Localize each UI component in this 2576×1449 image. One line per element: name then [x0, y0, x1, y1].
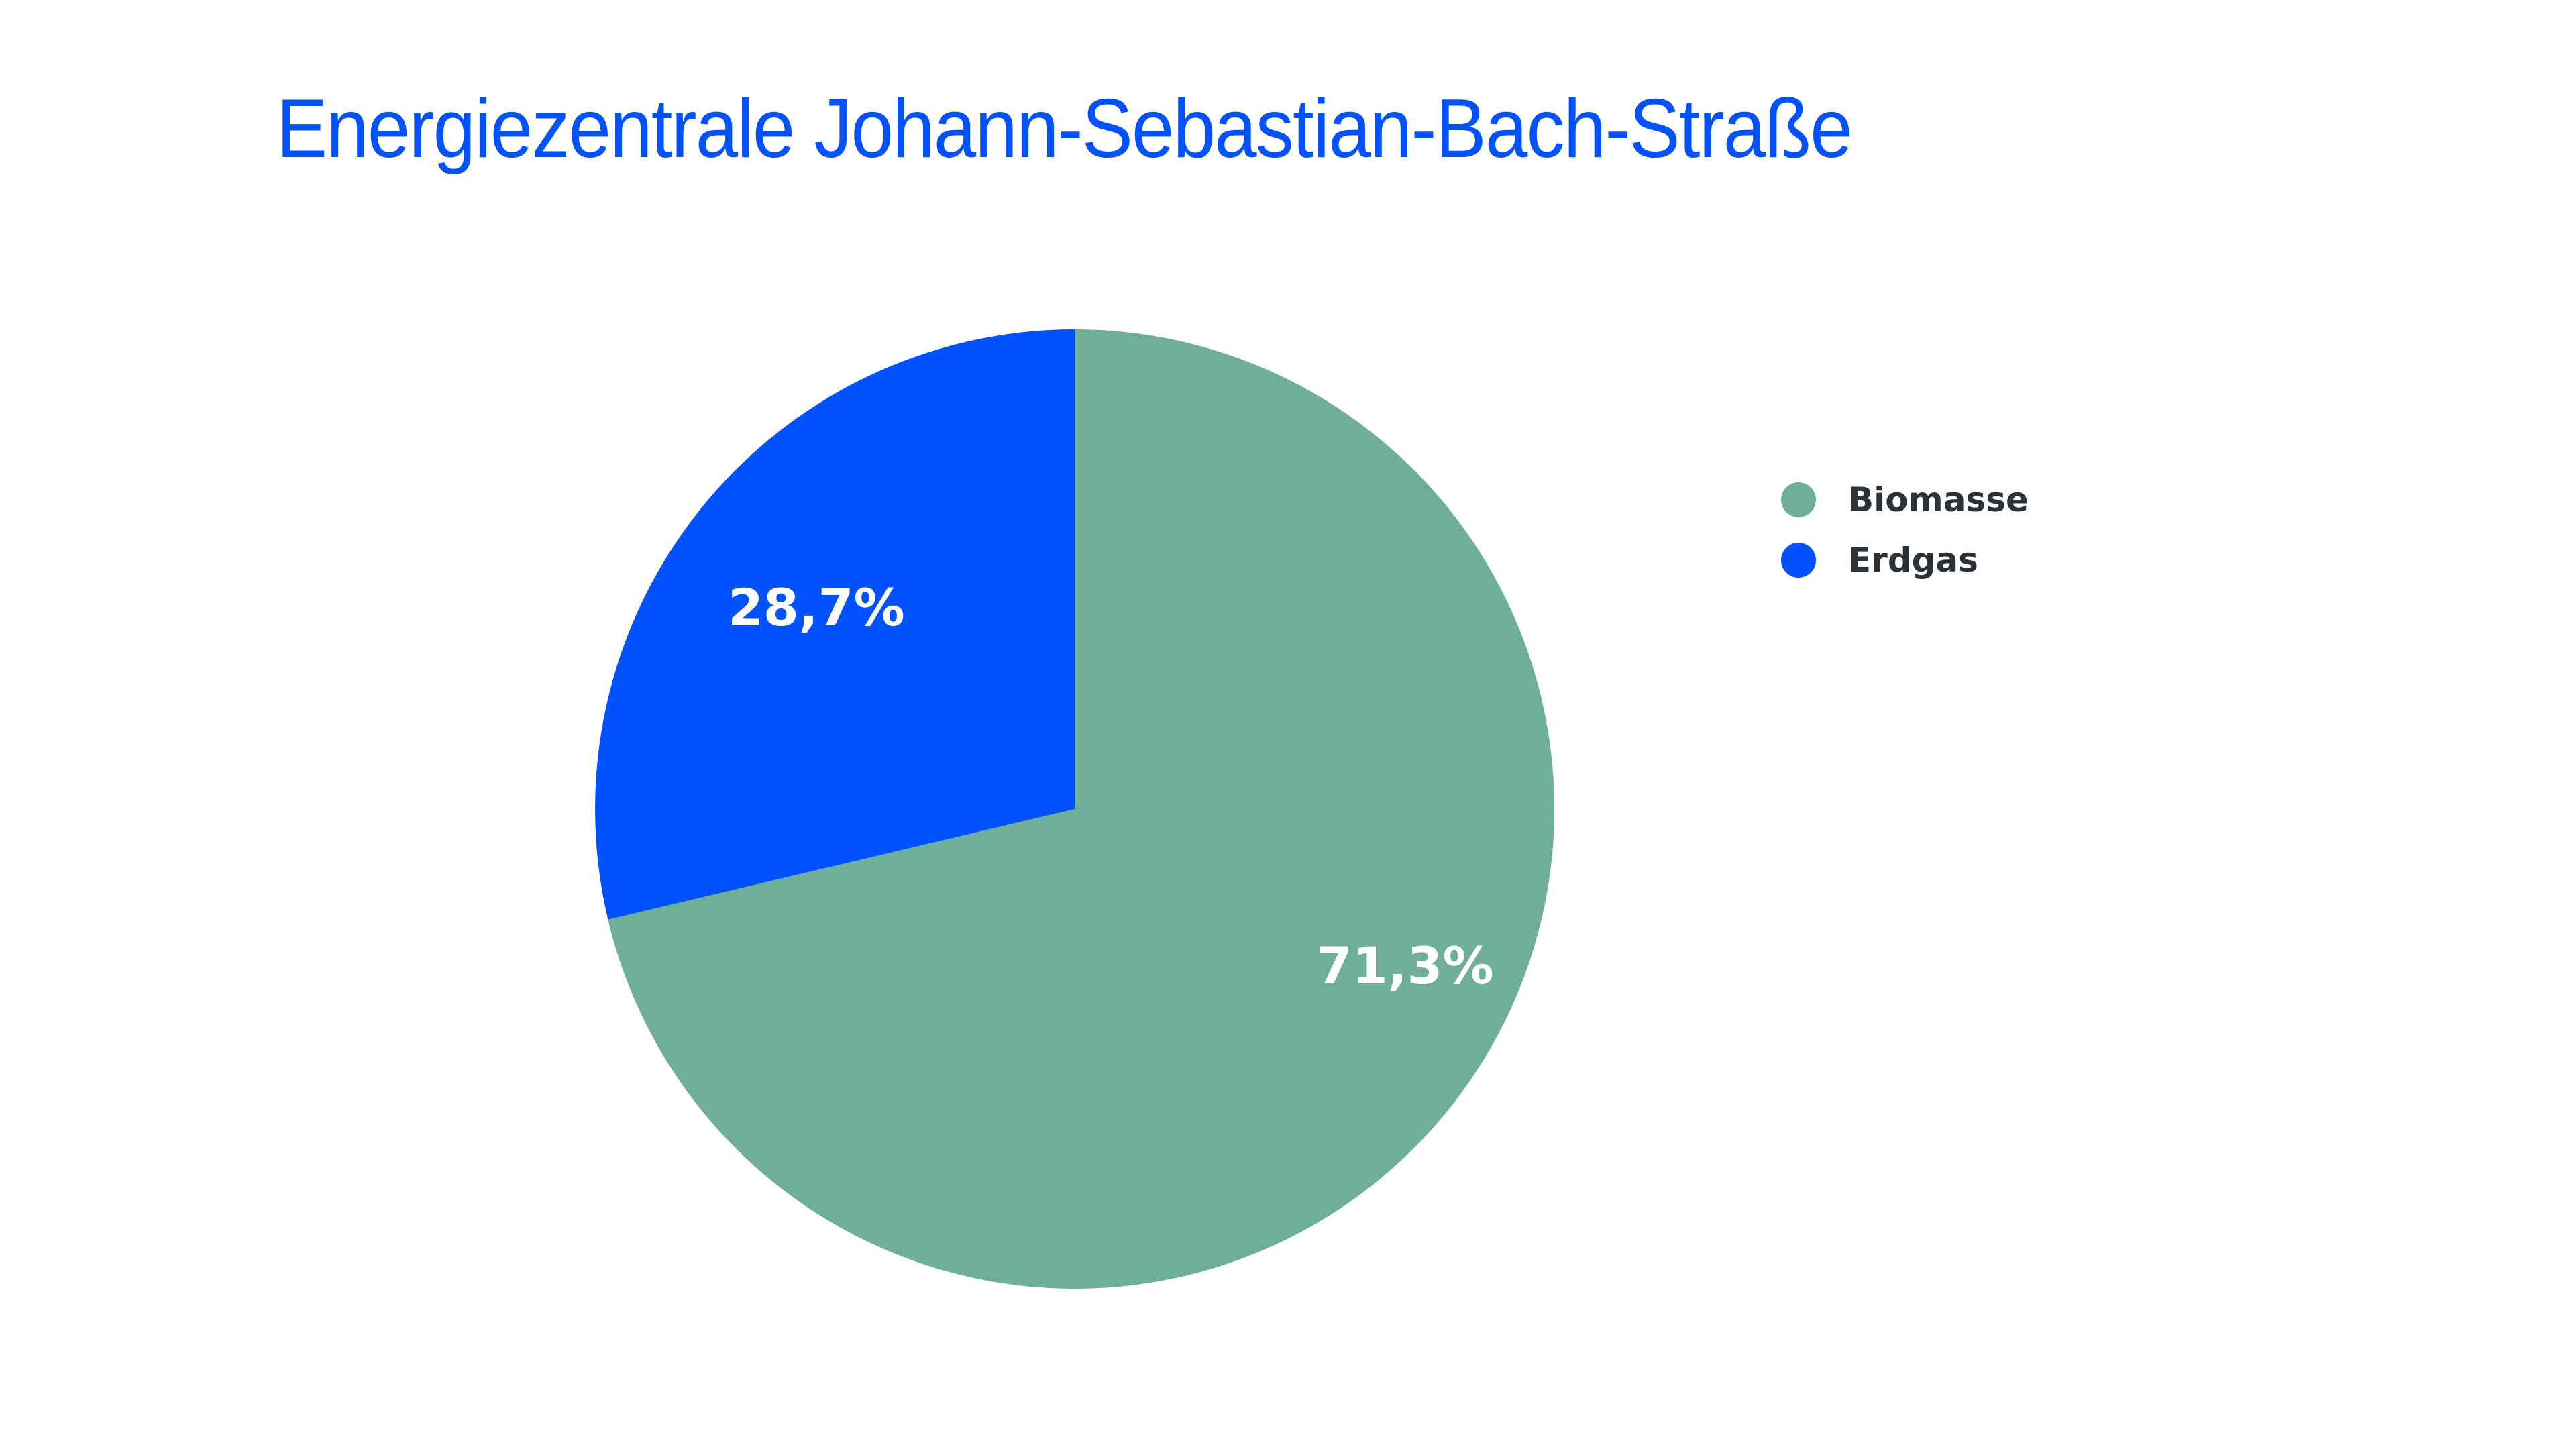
legend-item-erdgas[interactable]: Erdgas	[1781, 530, 2029, 590]
chart-title: Energiezentrale Johann-Sebastian-Bach-St…	[276, 83, 1853, 175]
slice-label-erdgas: 28,7%	[728, 578, 905, 637]
legend-item-biomasse[interactable]: Biomasse	[1781, 470, 2029, 530]
chart-legend: Biomasse Erdgas	[1781, 470, 2029, 590]
legend-label: Biomasse	[1848, 480, 2029, 519]
legend-label: Erdgas	[1848, 541, 1978, 580]
legend-dot-icon	[1781, 482, 1816, 517]
legend-dot-icon	[1781, 543, 1816, 578]
slice-label-biomasse: 71,3%	[1317, 936, 1494, 996]
pie-slice-biomasse[interactable]	[608, 329, 1555, 1289]
pie-slice-erdgas[interactable]	[595, 329, 1075, 920]
